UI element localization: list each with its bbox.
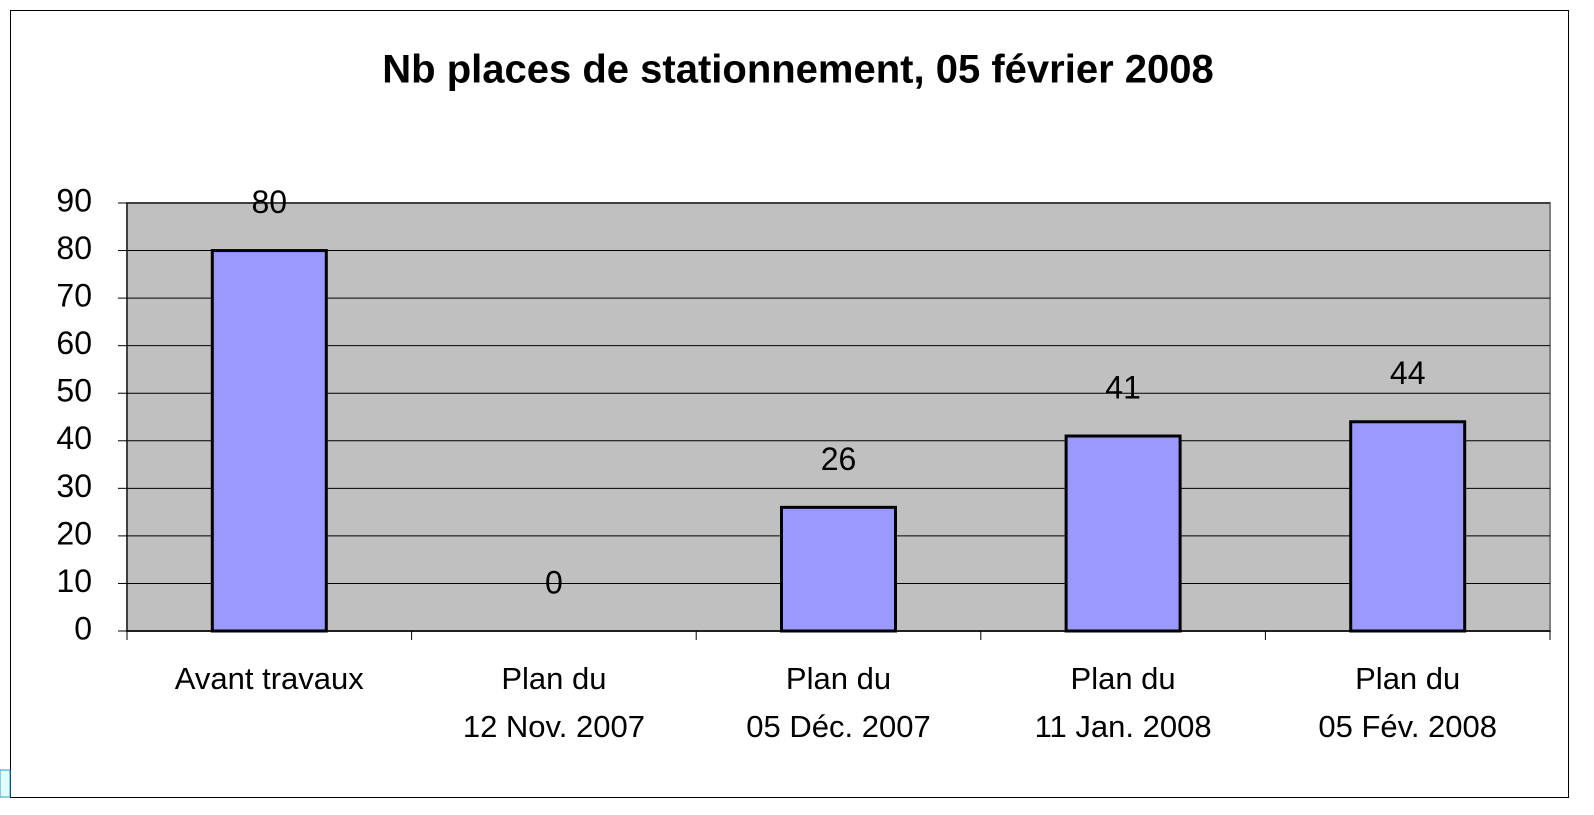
x-tick-line: Plan du — [786, 661, 891, 696]
y-tick-label: 10 — [56, 563, 92, 599]
x-tick-line: 12 Nov. 2007 — [463, 709, 645, 744]
y-tick-label: 90 — [56, 182, 92, 218]
y-tick-label: 70 — [56, 278, 92, 314]
x-tick-line: 05 Fév. 2008 — [1318, 709, 1497, 744]
y-tick-label: 20 — [56, 515, 92, 551]
corner-fragment — [0, 769, 11, 798]
y-tick-label: 60 — [56, 325, 92, 361]
x-tick-label: Avant travaux — [175, 661, 364, 696]
y-tick-label: 30 — [56, 468, 92, 504]
x-tick-line: Avant travaux — [175, 661, 364, 696]
y-tick-label: 0 — [74, 610, 92, 646]
x-tick-line: 05 Déc. 2007 — [746, 709, 930, 744]
bar — [780, 505, 897, 633]
y-tick-label: 40 — [56, 420, 92, 456]
x-tick-line: Plan du — [501, 661, 606, 696]
x-tick-line: Plan du — [1071, 661, 1176, 696]
data-label: 80 — [252, 184, 288, 220]
x-tick-label: Plan du 05 Déc. 2007 — [746, 661, 930, 744]
data-label: 41 — [1105, 369, 1141, 405]
bar — [1064, 434, 1182, 633]
data-label: 26 — [821, 441, 857, 477]
chart-title: Nb places de stationnement, 05 février 2… — [382, 48, 1213, 92]
x-tick-line: Plan du — [1355, 661, 1460, 696]
x-tick-label: Plan du 12 Nov. 2007 — [463, 661, 645, 744]
data-label: 44 — [1390, 355, 1426, 391]
y-tick-label: 80 — [56, 230, 92, 266]
x-tick-line: 11 Jan. 2008 — [1035, 709, 1212, 744]
bar — [210, 249, 328, 633]
x-tick-label: Plan du 05 Fév. 2008 — [1318, 661, 1497, 744]
y-tick-label: 50 — [56, 373, 92, 409]
data-label: 0 — [545, 564, 563, 600]
bar — [1349, 420, 1467, 633]
x-tick-label: Plan du 11 Jan. 2008 — [1035, 661, 1212, 744]
